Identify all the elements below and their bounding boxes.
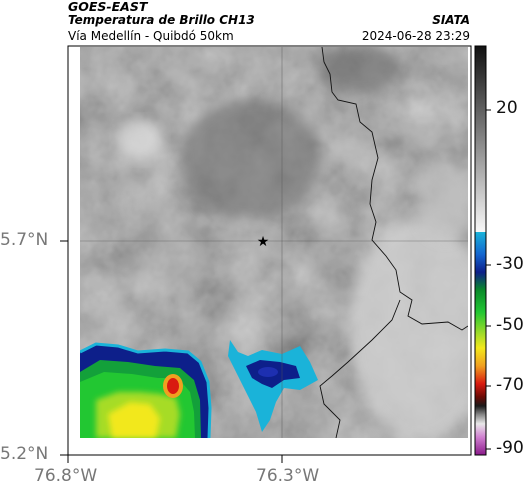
convective-cell-west <box>80 342 212 438</box>
colorbar-tick-label: -50 <box>496 315 524 335</box>
region-label: Vía Medellín - Quibdó 50km <box>68 29 234 43</box>
lat-tick-label: 5.2°N <box>0 444 49 464</box>
source-label: SIATA <box>432 13 470 27</box>
colorbar-tick-label: -30 <box>496 254 524 274</box>
boundary-line <box>321 47 468 331</box>
lon-tick-label: 76.3°W <box>256 466 320 486</box>
timestamp-label: 2024-06-28 23:29 <box>361 29 470 43</box>
colorbar-tick-label: -90 <box>496 438 524 458</box>
satellite-image <box>80 47 468 438</box>
product-title: Temperatura de Brillo CH13 <box>68 13 255 27</box>
colorbar-tick-label: 20 <box>496 98 518 118</box>
colorbar-tick-label: -70 <box>496 375 524 395</box>
star-icon: ★ <box>257 234 270 250</box>
satellite-name: GOES-EAST <box>68 0 148 14</box>
boundary-line-south <box>319 299 401 438</box>
convective-cell-center <box>228 340 318 432</box>
lat-tick-label: 5.7°N <box>0 230 49 250</box>
colorbar <box>474 45 491 456</box>
lon-tick-label: 76.8°W <box>34 466 98 486</box>
